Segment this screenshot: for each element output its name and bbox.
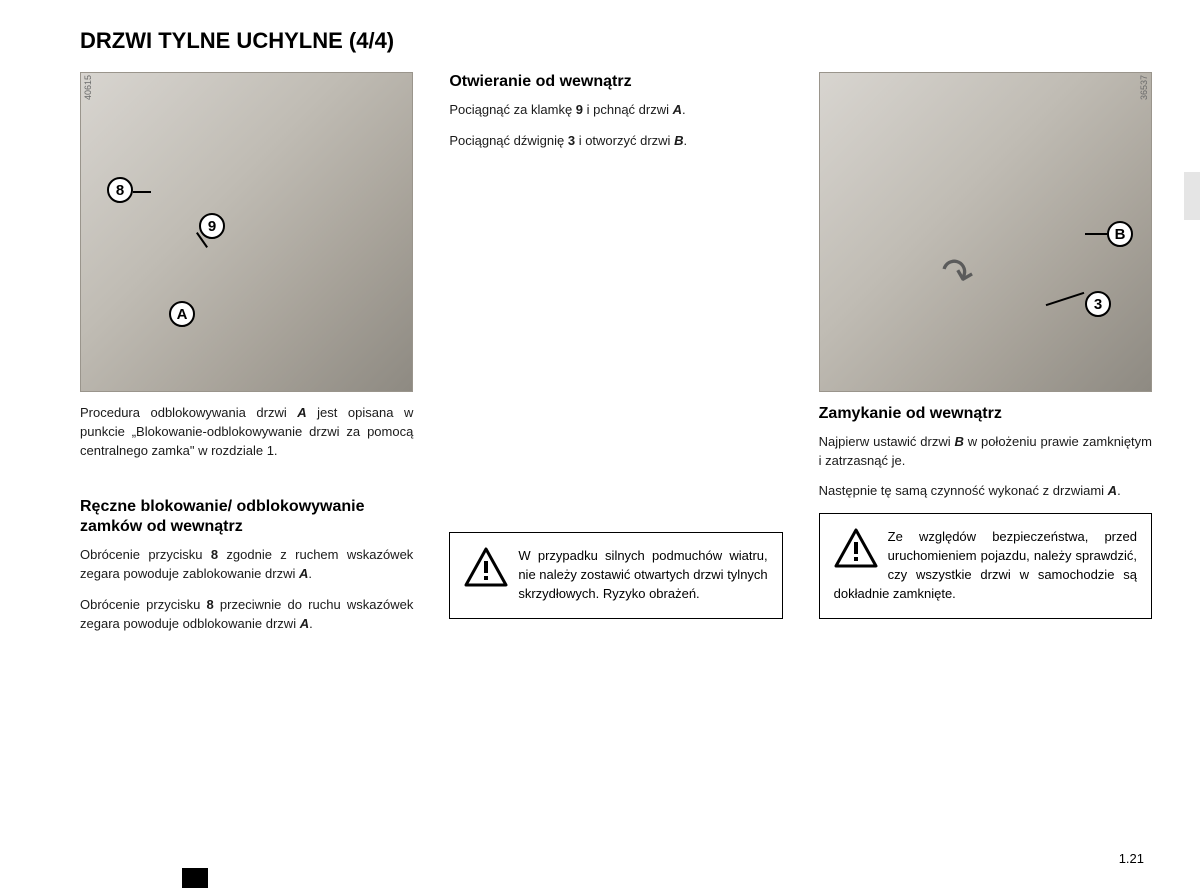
callout-A: A [169, 301, 195, 327]
col2-p1: Pociągnąć za klamkę 9 i pchnąć drzwi A. [449, 101, 782, 120]
warning-triangle-icon [834, 528, 878, 568]
page-number: 1.21 [1119, 851, 1144, 866]
figure-right-door: 36537 B 3 ↷ [819, 72, 1152, 392]
page-title: DRZWI TYLNE UCHYLNE (4/4) [80, 28, 1152, 54]
section-tab-bottom [182, 868, 208, 888]
warning-box-wind: W przypadku silnych podmuchów wiatru, ni… [449, 532, 782, 619]
col1-p2: Obrócenie przycisku 8 zgodnie z ruchem w… [80, 546, 413, 584]
warning-text-safety: Ze względów bezpieczeństwa, przed urucho… [834, 528, 1137, 603]
figure-id-right: 36537 [1139, 75, 1149, 100]
action-arrow: ↷ [934, 247, 978, 300]
warning-text-wind: W przypadku silnych podmuchów wiatru, ni… [464, 547, 767, 604]
section-tab-side [1184, 172, 1200, 220]
col3-p1: Najpierw ustawić drzwi B w położeniu pra… [819, 433, 1152, 471]
col1-p3: Obrócenie przycisku 8 przeciwnie do ruch… [80, 596, 413, 634]
col2-heading: Otwieranie od wewnątrz [449, 72, 782, 93]
col1-heading: Ręczne blokowanie/ odblokowywanie zamków… [80, 497, 413, 539]
col3-heading: Zamykanie od wewnątrz [819, 404, 1152, 425]
callout-B: B [1107, 221, 1133, 247]
column-right: 36537 B 3 ↷ Zamykanie od wewnątrz Najpie… [819, 72, 1152, 649]
figure-id-left: 40615 [83, 75, 93, 100]
callout-8: 8 [107, 177, 133, 203]
title-sub: (4/4) [349, 28, 394, 53]
callout-3: 3 [1085, 291, 1111, 317]
callout-9: 9 [199, 213, 225, 239]
warning-box-safety: Ze względów bezpieczeństwa, przed urucho… [819, 513, 1152, 618]
title-main: DRZWI TYLNE UCHYLNE [80, 28, 343, 53]
figure-left-door: 40615 8 9 A [80, 72, 413, 392]
column-left: 40615 8 9 A Procedura odblokowywania drz… [80, 72, 413, 649]
leader-8 [133, 191, 151, 193]
column-center: Otwieranie od wewnątrz Pociągnąć za klam… [449, 72, 782, 649]
leader-B [1085, 233, 1107, 235]
leader-3 [1046, 292, 1085, 306]
col2-p2: Pociągnąć dźwignię 3 i otworzyć drzwi B. [449, 132, 782, 151]
col1-p1: Procedura odblokowywania drzwi A jest op… [80, 404, 413, 461]
warning-triangle-icon [464, 547, 508, 587]
content-columns: 40615 8 9 A Procedura odblokowywania drz… [80, 72, 1152, 649]
col3-p2: Następnie tę samą czynność wykonać z drz… [819, 482, 1152, 501]
